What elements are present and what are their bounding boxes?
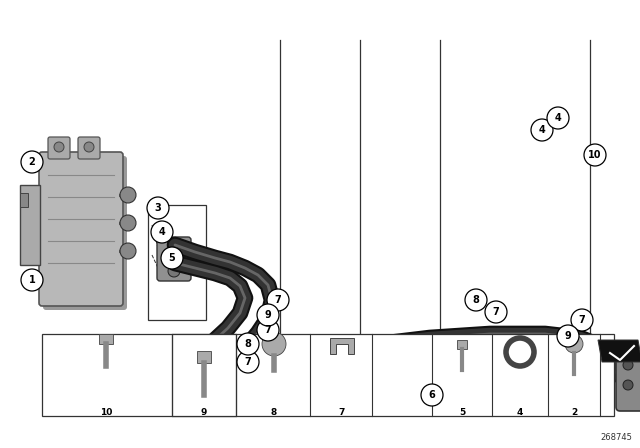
Text: 5: 5: [168, 253, 175, 263]
Circle shape: [120, 215, 136, 231]
Circle shape: [557, 325, 579, 347]
Circle shape: [257, 304, 279, 326]
Bar: [148, 205, 206, 320]
Circle shape: [623, 380, 633, 390]
Bar: [99, 334, 113, 344]
Text: 6: 6: [429, 390, 435, 400]
Text: 2: 2: [571, 408, 577, 417]
Circle shape: [506, 338, 534, 366]
Bar: [42, 334, 614, 416]
Text: 10: 10: [100, 408, 112, 417]
Circle shape: [531, 119, 553, 141]
Circle shape: [237, 333, 259, 355]
Circle shape: [421, 384, 443, 406]
Text: 3: 3: [155, 203, 161, 213]
Text: 9: 9: [264, 310, 271, 320]
Bar: [197, 351, 211, 363]
FancyBboxPatch shape: [157, 237, 191, 281]
Text: 4: 4: [539, 125, 545, 135]
Text: 8: 8: [244, 339, 252, 349]
FancyBboxPatch shape: [43, 156, 127, 310]
Circle shape: [262, 332, 286, 356]
Circle shape: [547, 107, 569, 129]
Circle shape: [237, 351, 259, 373]
Text: 9: 9: [201, 408, 207, 417]
Circle shape: [120, 187, 136, 203]
Circle shape: [161, 247, 183, 269]
Polygon shape: [330, 338, 354, 354]
Circle shape: [267, 289, 289, 311]
Circle shape: [465, 289, 487, 311]
FancyBboxPatch shape: [78, 137, 100, 159]
Text: 5: 5: [459, 408, 465, 417]
Circle shape: [21, 151, 43, 173]
Circle shape: [565, 335, 583, 353]
Circle shape: [257, 319, 279, 341]
Bar: [172, 334, 236, 416]
Text: 268745: 268745: [600, 433, 632, 442]
Text: 4: 4: [159, 227, 165, 237]
FancyBboxPatch shape: [616, 351, 640, 411]
Text: 9: 9: [564, 331, 572, 341]
Circle shape: [168, 239, 180, 251]
Text: 7: 7: [264, 325, 271, 335]
Text: 8: 8: [472, 295, 479, 305]
Circle shape: [120, 243, 136, 259]
Bar: [20, 185, 40, 265]
Text: 4: 4: [517, 408, 523, 417]
Circle shape: [584, 144, 606, 166]
Circle shape: [571, 309, 593, 331]
FancyBboxPatch shape: [48, 137, 70, 159]
Text: 1: 1: [29, 275, 35, 285]
Circle shape: [147, 197, 169, 219]
Text: 10: 10: [588, 150, 602, 160]
Circle shape: [54, 142, 64, 152]
Text: 7: 7: [493, 307, 499, 317]
Polygon shape: [598, 340, 640, 362]
Bar: [457, 340, 467, 349]
Bar: [20, 193, 28, 207]
Text: 8: 8: [271, 408, 277, 417]
Circle shape: [151, 221, 173, 243]
FancyBboxPatch shape: [39, 152, 123, 306]
Circle shape: [84, 142, 94, 152]
Text: 7: 7: [339, 408, 345, 417]
Text: 7: 7: [275, 295, 282, 305]
Text: 7: 7: [244, 357, 252, 367]
Circle shape: [21, 269, 43, 291]
Circle shape: [168, 265, 180, 277]
Text: 4: 4: [555, 113, 561, 123]
Text: 2: 2: [29, 157, 35, 167]
Text: 7: 7: [579, 315, 586, 325]
Circle shape: [623, 360, 633, 370]
Circle shape: [168, 252, 180, 264]
Circle shape: [485, 301, 507, 323]
